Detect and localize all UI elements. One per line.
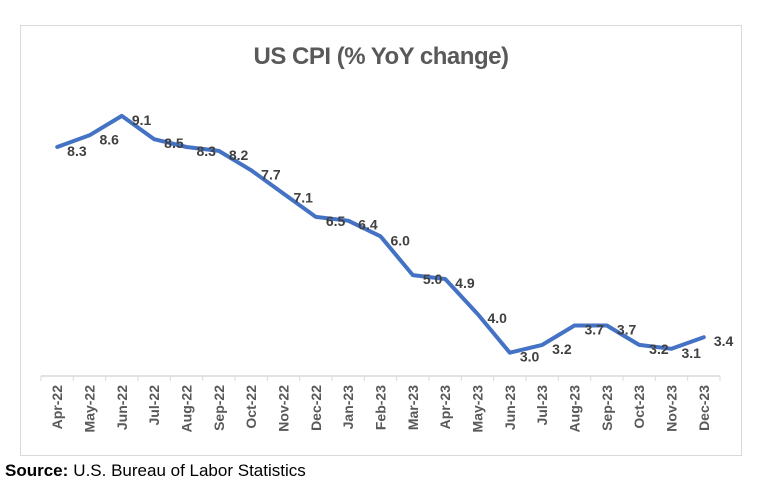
x-axis-label: Jun-23 xyxy=(502,385,518,430)
x-axis-label: Nov-22 xyxy=(276,385,292,432)
data-label: 3.2 xyxy=(552,341,572,357)
data-label: 6.4 xyxy=(358,217,378,233)
data-label: 3.1 xyxy=(682,345,702,361)
chart-frame: 8.3 8.6 9.1 8.5 8.3 8.2 7.7 7.1 6.5 6.4 6.0 5.0 4.9 4… xyxy=(20,25,742,456)
x-axis-label: Oct-23 xyxy=(631,385,647,429)
x-axis-label: Sep-22 xyxy=(211,385,227,431)
x-axis-label: Apr-22 xyxy=(49,385,65,430)
data-label: 8.2 xyxy=(229,147,249,163)
source-text: U.S. Bureau of Labor Statistics xyxy=(73,461,306,480)
data-label: 3.2 xyxy=(649,341,669,357)
data-label: 9.1 xyxy=(132,112,152,128)
x-axis-label: Jul-23 xyxy=(534,385,550,426)
x-axis-label: Dec-23 xyxy=(696,385,712,431)
data-label: 4.9 xyxy=(455,275,475,291)
x-axis-label: May-22 xyxy=(82,385,98,433)
data-label: 3.4 xyxy=(714,333,734,349)
data-label: 7.7 xyxy=(261,166,281,182)
x-axis-label: May-23 xyxy=(470,385,486,433)
data-label: 3.7 xyxy=(617,322,637,338)
data-label: 8.3 xyxy=(197,143,217,159)
x-axis-label: Mar-23 xyxy=(405,385,421,430)
data-label: 3.7 xyxy=(585,322,605,338)
data-label: 8.3 xyxy=(67,143,87,159)
data-label: 8.6 xyxy=(100,131,120,147)
x-axis-label: Jun-22 xyxy=(114,385,130,430)
data-label: 3.0 xyxy=(520,349,540,365)
x-axis-label: Jul-22 xyxy=(146,385,162,426)
x-axis-label: Sep-23 xyxy=(599,385,615,431)
x-axis-label: Dec-22 xyxy=(308,385,324,431)
data-label: 6.5 xyxy=(326,213,346,229)
data-label: 4.0 xyxy=(488,310,508,326)
source-line: Source: U.S. Bureau of Labor Statistics xyxy=(5,461,306,481)
x-axis-label: Aug-23 xyxy=(567,385,583,433)
data-label: 8.5 xyxy=(164,135,184,151)
source-label: Source: xyxy=(5,461,69,480)
x-axis-label: Feb-23 xyxy=(373,385,389,430)
x-axis-label: Jan-23 xyxy=(340,385,356,430)
data-label: 7.1 xyxy=(294,190,314,206)
x-axis-label: Aug-22 xyxy=(179,385,195,433)
cpi-series-line xyxy=(55,113,706,355)
line-chart: 8.3 8.6 9.1 8.5 8.3 8.2 7.7 7.1 6.5 6.4 6.0 5.0 4.9 4… xyxy=(40,112,734,433)
data-label: 5.0 xyxy=(423,271,443,287)
x-axis-label: Oct-22 xyxy=(243,385,259,429)
data-label: 6.0 xyxy=(391,232,411,248)
x-axis-label: Apr-23 xyxy=(437,385,453,430)
x-axis-label: Nov-23 xyxy=(664,385,680,432)
